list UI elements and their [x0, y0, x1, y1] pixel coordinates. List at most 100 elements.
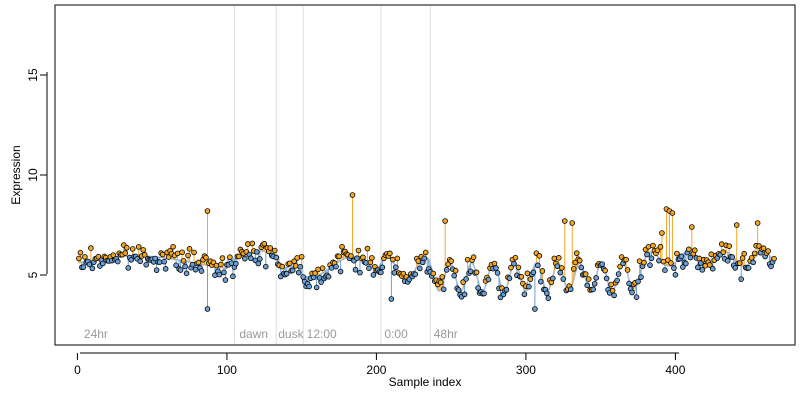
data-point: [659, 230, 665, 236]
data-point: [729, 254, 736, 260]
data-point: [609, 287, 616, 294]
data-point: [430, 270, 437, 277]
data-point: [650, 242, 656, 249]
data-point: [76, 255, 82, 262]
data-point: [633, 294, 640, 300]
data-point: [261, 240, 268, 247]
data-point: [86, 261, 93, 268]
data-point: [325, 273, 332, 280]
data-point: [313, 284, 320, 291]
data-point: [561, 218, 568, 224]
data-point: [560, 276, 567, 282]
data-point: [352, 266, 359, 273]
data-point: [544, 290, 550, 297]
data-point: [760, 245, 767, 251]
data-point: [391, 269, 398, 276]
data-point: [611, 292, 617, 299]
data-point: [706, 262, 713, 268]
data-point: [156, 259, 163, 265]
data-point: [262, 263, 269, 270]
data-points: [76, 192, 777, 312]
data-point: [641, 259, 647, 266]
data-point: [485, 276, 492, 283]
data-point: [129, 246, 136, 252]
data-point: [593, 275, 599, 281]
data-point: [573, 250, 580, 257]
data-point: [248, 255, 254, 262]
data-point: [750, 259, 756, 266]
data-point: [422, 249, 429, 256]
y-axis-title: Expression: [9, 145, 23, 204]
data-point: [626, 280, 632, 287]
data-point: [294, 255, 300, 261]
data-point: [333, 263, 339, 270]
data-point: [657, 244, 664, 250]
data-point: [185, 252, 191, 259]
data-point: [173, 262, 179, 269]
data-point: [219, 255, 226, 261]
x-tick-label: 200: [366, 363, 386, 377]
data-point: [452, 267, 459, 274]
data-point: [662, 267, 668, 273]
data-point: [527, 276, 534, 282]
data-point: [647, 262, 653, 268]
data-point: [141, 252, 148, 258]
data-point: [152, 255, 158, 262]
data-point: [370, 272, 377, 278]
data-point: [608, 281, 614, 288]
phase-label: dawn: [239, 327, 268, 341]
data-point: [218, 261, 224, 268]
data-point: [255, 260, 262, 267]
data-point: [339, 243, 345, 250]
data-point: [379, 264, 386, 271]
data-point: [709, 265, 716, 272]
data-point: [687, 254, 694, 261]
data-point: [328, 265, 335, 271]
data-point: [678, 253, 685, 260]
data-point: [521, 291, 528, 298]
data-point: [153, 267, 160, 273]
data-point: [585, 276, 592, 282]
data-point: [683, 260, 689, 267]
data-point: [312, 270, 318, 276]
data-point: [337, 268, 344, 275]
data-point: [515, 264, 522, 271]
data-point: [137, 258, 144, 265]
data-point: [656, 257, 662, 264]
y-tick-label: 15: [26, 68, 40, 82]
data-point: [570, 266, 577, 272]
data-point: [554, 263, 561, 269]
data-point: [95, 253, 102, 260]
phase-label: dusk: [278, 327, 304, 341]
data-point: [440, 286, 447, 293]
data-point: [518, 273, 525, 280]
data-point: [203, 254, 209, 261]
data-point: [140, 247, 147, 253]
data-point: [122, 250, 129, 256]
data-point: [357, 269, 363, 276]
data-point: [765, 248, 771, 254]
data-point: [536, 253, 543, 259]
data-point: [511, 260, 517, 267]
data-point: [174, 250, 181, 257]
data-point: [512, 254, 519, 261]
data-point: [508, 264, 514, 271]
data-point: [599, 261, 605, 267]
data-point: [180, 258, 187, 264]
data-point: [295, 269, 302, 276]
data-point: [539, 268, 546, 274]
data-point: [692, 247, 698, 254]
data-point: [614, 277, 620, 284]
data-point: [530, 269, 537, 276]
data-point: [393, 264, 399, 271]
data-point: [369, 255, 375, 261]
data-point: [551, 255, 558, 262]
data-point: [660, 258, 667, 265]
data-point: [249, 240, 256, 247]
data-point: [216, 271, 223, 278]
data-point: [297, 263, 303, 270]
data-point: [279, 263, 286, 270]
data-point: [179, 249, 185, 256]
data-point: [644, 251, 650, 258]
data-point: [271, 247, 278, 254]
